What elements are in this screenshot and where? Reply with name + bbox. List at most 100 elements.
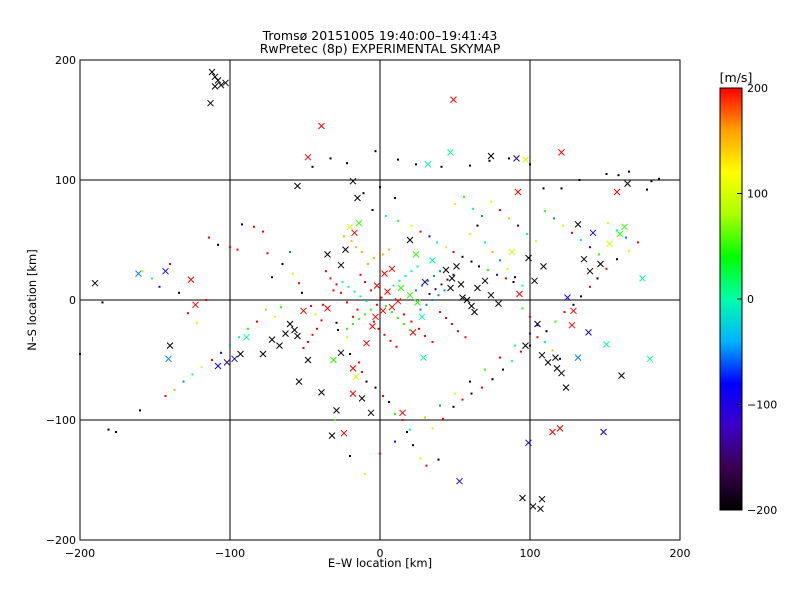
- data-point-dot: [340, 291, 342, 294]
- data-point-dot: [394, 413, 396, 415]
- data-point-dot: [607, 222, 609, 225]
- data-point-cross: [135, 270, 142, 277]
- data-point-cross: [363, 339, 370, 347]
- data-point-cross: [574, 221, 582, 228]
- data-point-cross: [294, 332, 301, 340]
- data-point-cross: [342, 246, 349, 253]
- y-tick-label: −100: [46, 414, 76, 427]
- data-point-dot: [484, 368, 486, 371]
- data-point-dot: [536, 336, 539, 339]
- data-point-dot: [362, 192, 365, 195]
- data-point-dot: [382, 395, 384, 397]
- data-point-cross: [214, 362, 222, 370]
- data-point-cross: [442, 266, 450, 274]
- chart-subtitle: RwPretec (8p) EXPERIMENTAL SKYMAP: [260, 41, 501, 56]
- data-point-cross: [304, 356, 312, 364]
- data-point-dot: [334, 419, 336, 421]
- data-point-cross: [463, 296, 471, 304]
- data-point-cross: [516, 290, 523, 298]
- data-point-cross: [538, 495, 546, 503]
- data-point-dot: [431, 341, 434, 343]
- y-axis-label: N–S location [km]: [25, 249, 39, 350]
- data-point-dot: [173, 389, 176, 391]
- data-point-dot: [370, 308, 372, 311]
- data-point-dot: [484, 241, 486, 244]
- data-point-dot: [403, 313, 405, 316]
- data-point-dot: [311, 165, 314, 168]
- data-point-cross: [558, 369, 565, 377]
- data-point-dot: [217, 243, 219, 246]
- data-point-cross: [208, 68, 216, 76]
- data-point-cross: [412, 251, 420, 258]
- data-point-cross: [453, 263, 460, 270]
- data-point-cross: [531, 277, 538, 285]
- data-point-dot: [439, 311, 441, 313]
- data-point-dot: [394, 440, 396, 443]
- data-point-dot: [196, 321, 198, 324]
- data-point-dot: [535, 240, 537, 243]
- data-point-cross: [346, 223, 354, 231]
- data-point-cross: [237, 350, 244, 358]
- data-point-dot: [358, 361, 360, 364]
- data-point-cross: [399, 409, 406, 417]
- data-point-dot: [487, 269, 489, 271]
- data-point-dot: [440, 165, 443, 168]
- data-point-dot: [310, 305, 312, 307]
- data-point-dot: [392, 284, 395, 287]
- data-point-cross: [349, 390, 357, 397]
- data-point-dot: [461, 398, 464, 401]
- data-point-dot: [616, 229, 618, 232]
- data-point-dot: [424, 335, 426, 337]
- data-point-dot: [178, 291, 180, 294]
- data-point-dot: [529, 315, 531, 318]
- data-point-dot: [358, 318, 360, 321]
- data-point-cross: [351, 229, 358, 237]
- data-point-dot: [478, 265, 480, 268]
- data-point-dot: [236, 248, 239, 251]
- data-point-dot: [271, 276, 273, 279]
- data-point-dot: [187, 312, 189, 315]
- data-point-dot: [373, 320, 375, 323]
- data-point-cross: [367, 409, 375, 417]
- data-point-dot: [335, 321, 338, 324]
- data-point-cross: [192, 301, 199, 309]
- data-point-dot: [491, 251, 494, 253]
- data-point-cross: [384, 288, 391, 295]
- data-point-cross: [162, 267, 169, 275]
- data-point-cross: [616, 230, 624, 238]
- data-point-dot: [419, 308, 422, 311]
- data-point-dot: [521, 307, 524, 310]
- x-axis-label: E–W location [km]: [328, 556, 432, 570]
- data-point-dot: [301, 291, 303, 294]
- data-point-dot: [445, 317, 447, 319]
- data-point-dot: [397, 317, 399, 319]
- data-point-dot: [544, 341, 546, 343]
- data-point-dot: [346, 301, 348, 304]
- data-point-dot: [292, 272, 294, 275]
- data-point-dot: [452, 273, 455, 276]
- data-point-cross: [495, 300, 502, 307]
- colorbar-tick-label: 200: [747, 82, 768, 95]
- data-point-dot: [529, 344, 531, 347]
- data-point-cross: [397, 284, 405, 292]
- data-point-dot: [437, 458, 440, 461]
- colorbar-tick-label: −200: [747, 504, 777, 517]
- data-point-dot: [571, 231, 573, 234]
- data-point-dot: [580, 239, 582, 241]
- data-point-cross: [585, 329, 592, 336]
- data-point-dot: [526, 233, 528, 235]
- y-tick-label: 0: [69, 294, 76, 307]
- y-tick-label: −200: [46, 534, 76, 547]
- data-point-dot: [508, 217, 510, 220]
- data-point-dot: [452, 405, 455, 408]
- data-point-dot: [398, 279, 401, 282]
- data-point-dot: [589, 285, 591, 288]
- data-point-cross: [522, 342, 529, 349]
- data-point-dot: [365, 380, 368, 383]
- data-point-cross: [540, 263, 547, 270]
- data-point-dot: [491, 378, 494, 381]
- data-point-dot: [554, 320, 557, 323]
- data-point-cross: [481, 277, 489, 285]
- data-point-dot: [151, 277, 153, 280]
- data-point-dot: [307, 341, 309, 343]
